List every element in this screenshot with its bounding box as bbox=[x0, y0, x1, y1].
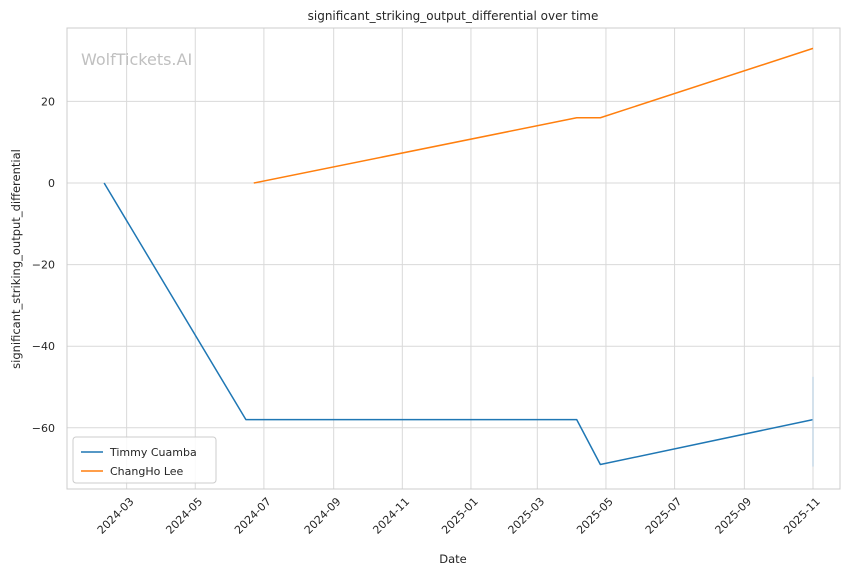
x-tick-label: 2024-09 bbox=[302, 495, 344, 537]
x-axis-ticks: 2024-03 2024-05 2024-07 2024-09 2024-11 2025-… bbox=[95, 495, 823, 537]
x-tick-label: 2025-09 bbox=[713, 495, 755, 537]
x-tick-label: 2024-05 bbox=[163, 495, 205, 537]
x-tick-label: 2025-01 bbox=[439, 495, 481, 537]
y-tick-label: −20 bbox=[32, 259, 55, 272]
x-tick-label: 2025-05 bbox=[574, 495, 616, 537]
series-line-2 bbox=[253, 47, 814, 184]
legend-label: Timmy Cuamba bbox=[109, 446, 197, 459]
x-tick-label: 2024-11 bbox=[371, 495, 413, 537]
x-tick-label: 2024-07 bbox=[232, 495, 274, 537]
series-lines bbox=[103, 47, 814, 467]
series-line-1 bbox=[103, 182, 814, 466]
legend-label: ChangHo Lee bbox=[110, 465, 184, 478]
y-tick-label: −60 bbox=[32, 422, 55, 435]
y-axis-ticks: −60 −40 −20 0 20 bbox=[32, 95, 55, 434]
x-tick-label: 2025-07 bbox=[643, 495, 685, 537]
x-tick-label: 2025-11 bbox=[781, 495, 823, 537]
grid bbox=[67, 28, 840, 489]
x-axis-title: Date bbox=[439, 552, 467, 566]
y-axis-title: significant_striking_output_differential bbox=[9, 149, 23, 369]
y-tick-label: 20 bbox=[41, 95, 55, 108]
y-tick-label: 0 bbox=[48, 177, 55, 190]
x-tick-label: 2024-03 bbox=[95, 495, 137, 537]
legend-box bbox=[72, 436, 217, 484]
plot-area bbox=[66, 27, 841, 490]
legend: Timmy Cuamba ChangHo Lee bbox=[72, 436, 217, 484]
x-tick-label: 2025-03 bbox=[506, 495, 548, 537]
chart-title: significant_striking_output_differential… bbox=[308, 9, 599, 23]
watermark: WolfTickets.AI bbox=[81, 50, 192, 69]
y-tick-label: −40 bbox=[32, 340, 55, 353]
